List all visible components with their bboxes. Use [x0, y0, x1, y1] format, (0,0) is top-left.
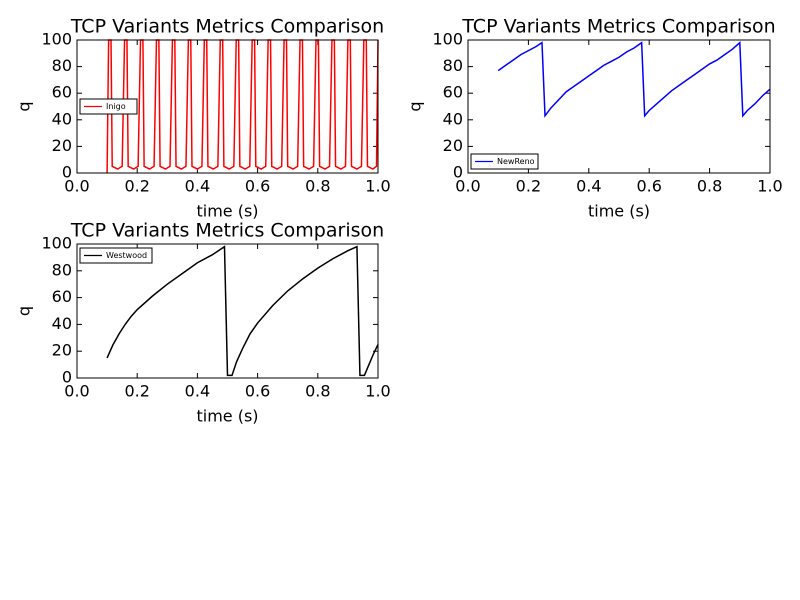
y-tick-label: 40 [52, 109, 72, 128]
x-tick-label: 0.0 [64, 177, 89, 196]
y-tick-label: 0 [62, 163, 72, 182]
legend-label: Inigo [106, 102, 126, 111]
x-tick-label: 0.4 [576, 177, 601, 196]
x-tick-label: 0.2 [124, 177, 149, 196]
y-tick-label: 60 [443, 83, 463, 102]
x-tick-label: 1.0 [757, 177, 782, 196]
y-tick-label: 60 [52, 83, 72, 102]
y-tick-label: 80 [52, 260, 72, 279]
y-tick-label: 20 [52, 136, 72, 155]
x-tick-label: 0.6 [636, 177, 661, 196]
y-axis-label: q [406, 101, 425, 111]
x-axis-label: time (s) [196, 202, 258, 221]
y-axis-label: q [15, 101, 34, 111]
x-axis-label: time (s) [588, 202, 650, 221]
x-tick-label: 0.8 [305, 177, 330, 196]
x-tick-label: 0.8 [697, 177, 722, 196]
y-tick-label: 60 [52, 287, 72, 306]
x-tick-label: 0.0 [455, 177, 480, 196]
y-tick-label: 20 [443, 136, 463, 155]
x-tick-label: 0.6 [245, 382, 270, 401]
x-tick-label: 0.2 [124, 382, 149, 401]
y-tick-label: 100 [432, 30, 463, 49]
y-tick-label: 20 [52, 341, 72, 360]
x-tick-label: 0.4 [185, 177, 210, 196]
y-tick-label: 0 [62, 368, 72, 387]
x-tick-label: 1.0 [365, 177, 390, 196]
x-tick-label: 0.6 [245, 177, 270, 196]
x-axis-label: time (s) [196, 407, 258, 426]
legend-box [79, 247, 153, 264]
x-tick-label: 0.8 [305, 382, 330, 401]
y-axis-label: q [15, 306, 34, 316]
x-tick-label: 0.4 [185, 382, 210, 401]
data-line [106, 245, 379, 377]
y-tick-label: 0 [453, 163, 463, 182]
chart-title: TCP Variants Metrics Comparison [461, 16, 775, 38]
y-tick-label: 80 [52, 56, 72, 75]
legend-label: Westwood [106, 251, 147, 260]
axes-frame [467, 39, 771, 174]
axes-frame [76, 243, 379, 379]
plot-area [468, 40, 770, 173]
y-tick-label: 100 [41, 234, 72, 253]
x-tick-label: 0.0 [64, 382, 89, 401]
data-line [497, 41, 771, 118]
x-tick-label: 0.2 [516, 177, 541, 196]
legend-box [79, 98, 138, 115]
axes-frame [76, 39, 379, 174]
chart-title: TCP Variants Metrics Comparison [70, 220, 384, 242]
y-tick-label: 40 [443, 109, 463, 128]
y-tick-label: 80 [443, 56, 463, 75]
legend-box [470, 153, 539, 170]
x-tick-label: 1.0 [365, 382, 390, 401]
chart-title: TCP Variants Metrics Comparison [70, 16, 384, 38]
y-tick-label: 100 [41, 30, 72, 49]
legend-label: NewReno [497, 157, 535, 166]
y-tick-label: 40 [52, 314, 72, 333]
